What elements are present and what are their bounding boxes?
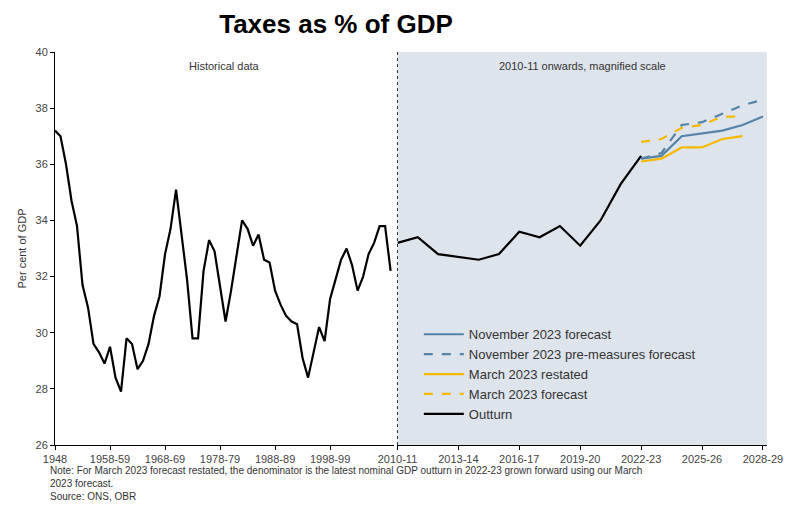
- svg-text:1958-59: 1958-59: [90, 453, 130, 465]
- svg-text:28: 28: [36, 383, 48, 395]
- svg-text:1988-89: 1988-89: [255, 453, 295, 465]
- svg-text:November 2023 forecast: November 2023 forecast: [469, 327, 612, 342]
- svg-text:March 2023 forecast: March 2023 forecast: [469, 387, 588, 402]
- svg-text:1948: 1948: [43, 453, 67, 465]
- svg-text:2010-11: 2010-11: [378, 453, 418, 465]
- svg-text:Per cent of GDP: Per cent of GDP: [16, 208, 28, 288]
- svg-text:November 2023 pre-measures for: November 2023 pre-measures forecast: [469, 347, 696, 362]
- svg-text:1968-69: 1968-69: [145, 453, 185, 465]
- svg-text:1998-99: 1998-99: [310, 453, 350, 465]
- svg-text:30: 30: [36, 327, 48, 339]
- svg-text:2019-20: 2019-20: [560, 453, 600, 465]
- svg-text:2025-26: 2025-26: [682, 453, 722, 465]
- svg-text:1978-79: 1978-79: [200, 453, 240, 465]
- svg-text:38: 38: [36, 102, 48, 114]
- svg-text:40: 40: [36, 46, 48, 58]
- svg-text:2010-11 onwards, magnified sca: 2010-11 onwards, magnified scale: [499, 60, 666, 72]
- svg-text:32: 32: [36, 270, 48, 282]
- svg-text:Historical data: Historical data: [189, 60, 260, 72]
- svg-text:26: 26: [36, 439, 48, 451]
- svg-text:2016-17: 2016-17: [499, 453, 539, 465]
- svg-text:2022-23: 2022-23: [621, 453, 661, 465]
- svg-text:2028-29: 2028-29: [743, 453, 783, 465]
- svg-text:34: 34: [36, 214, 48, 226]
- svg-text:Taxes as % of GDP: Taxes as % of GDP: [219, 9, 453, 39]
- svg-text:March 2023 restated: March 2023 restated: [469, 367, 588, 382]
- svg-text:36: 36: [36, 158, 48, 170]
- svg-text:Outturn: Outturn: [469, 407, 512, 422]
- svg-text:2013-14: 2013-14: [438, 453, 478, 465]
- svg-text:Note: For March 2023 forecast: Note: For March 2023 forecast restated, …: [50, 465, 642, 502]
